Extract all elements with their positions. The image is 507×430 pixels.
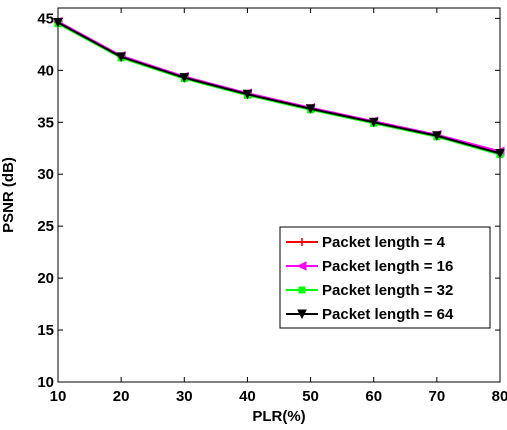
y-tick-label: 10	[37, 374, 54, 391]
y-tick-label: 35	[37, 114, 54, 131]
x-tick-label: 40	[239, 388, 256, 405]
x-tick-label: 50	[302, 388, 319, 405]
x-tick-label: 10	[50, 388, 67, 405]
data-point-plus-marker	[298, 238, 306, 246]
y-tick-label: 45	[37, 10, 54, 27]
legend-box	[279, 226, 491, 329]
x-tick-label: 70	[429, 388, 446, 405]
data-point-triangle-down-marker	[305, 104, 316, 114]
legend: Packet length = 4 Packet length = 16 Packe…	[279, 226, 491, 329]
data-point-triangle-down-marker	[179, 73, 190, 83]
x-tick-label: 30	[176, 388, 193, 405]
x-tick-label: 80	[492, 388, 507, 405]
y-tick-label: 15	[37, 322, 54, 339]
x-tick-label: 60	[365, 388, 382, 405]
y-tick-label: 40	[37, 62, 54, 79]
y-tick-label: 25	[37, 218, 54, 235]
data-point-triangle-down-marker	[297, 309, 307, 320]
x-axis-label: PLR(%)	[252, 408, 305, 425]
legend-entry: Packet length = 4	[286, 234, 446, 251]
legend-entry: Packet length = 64	[286, 306, 454, 323]
legend-entry: Packet length = 32	[286, 282, 453, 299]
series-4	[53, 18, 505, 159]
y-axis-label: PSNR (dB)	[0, 157, 17, 233]
data-point-triangle-down-marker	[432, 131, 442, 141]
data-point-square-marker	[298, 286, 306, 294]
x-axis-ticks: 10 20 30 40 50 60 70 80	[50, 8, 507, 405]
legend-label: Packet length = 32	[322, 282, 453, 299]
legend-label: Packet length = 16	[322, 258, 453, 275]
data-point-triangle-down-marker	[53, 18, 63, 28]
data-point-triangle-down-marker	[116, 52, 126, 62]
series-line	[57, 21, 501, 155]
x-tick-label: 20	[113, 388, 130, 405]
data-point-triangle-down-marker	[495, 148, 505, 159]
data-point-triangle-down-marker	[368, 117, 379, 128]
legend-label: Packet length = 4	[322, 234, 446, 251]
y-tick-label: 30	[37, 166, 54, 183]
data-point-triangle-left-marker	[296, 261, 307, 271]
series-layer	[52, 16, 505, 159]
y-axis-ticks: 10 15 20 25 30 35 40 45	[37, 10, 500, 391]
legend-entry: Packet length = 16	[286, 258, 453, 275]
y-tick-label: 20	[37, 270, 54, 287]
legend-label: Packet length = 64	[322, 306, 454, 323]
data-point-triangle-down-marker	[242, 89, 253, 100]
